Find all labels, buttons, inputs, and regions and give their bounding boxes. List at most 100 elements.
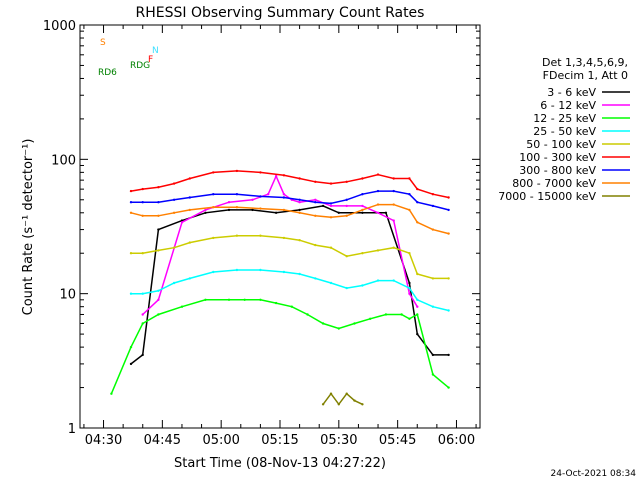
data-point bbox=[204, 211, 207, 214]
data-point bbox=[361, 177, 364, 180]
data-point bbox=[157, 313, 160, 316]
data-point bbox=[400, 313, 403, 316]
data-point bbox=[314, 180, 317, 183]
data-point bbox=[141, 313, 144, 316]
data-point bbox=[235, 193, 239, 196]
data-point bbox=[408, 193, 411, 196]
data-point bbox=[329, 216, 333, 219]
data-point bbox=[416, 313, 419, 316]
data-point bbox=[392, 279, 395, 282]
data-point bbox=[298, 208, 301, 212]
data-point bbox=[172, 182, 176, 185]
data-point bbox=[188, 277, 191, 280]
data-point bbox=[188, 208, 191, 212]
x-tick-label: 05:30 bbox=[320, 433, 357, 448]
data-point bbox=[384, 313, 388, 316]
data-point bbox=[345, 214, 348, 217]
data-point bbox=[416, 305, 419, 308]
data-point bbox=[157, 298, 160, 301]
data-point bbox=[274, 211, 278, 214]
data-point bbox=[212, 193, 215, 196]
flag-label: RD6 bbox=[98, 68, 117, 78]
y-tick-label: 1000 bbox=[43, 19, 76, 34]
data-point bbox=[353, 399, 356, 402]
data-point bbox=[337, 403, 340, 406]
data-point bbox=[298, 239, 301, 242]
data-point bbox=[408, 252, 411, 255]
plot-frame bbox=[79, 24, 481, 429]
data-point bbox=[392, 189, 395, 193]
data-point bbox=[361, 208, 364, 212]
data-point bbox=[235, 206, 239, 209]
data-point bbox=[408, 281, 411, 285]
legend-header: FDecim 1, Att 0 bbox=[543, 69, 628, 82]
legend-label: 800 - 7000 keV bbox=[512, 177, 596, 190]
data-point bbox=[157, 201, 160, 204]
data-point bbox=[188, 196, 191, 199]
data-point bbox=[282, 208, 286, 212]
data-point bbox=[157, 249, 160, 252]
data-point bbox=[141, 187, 144, 191]
data-point bbox=[251, 198, 254, 201]
flag-label: F bbox=[148, 55, 153, 65]
data-point bbox=[447, 232, 450, 235]
series-line bbox=[130, 203, 449, 235]
chart-title: RHESSI Observing Summary Count Rates bbox=[136, 5, 425, 21]
data-point bbox=[306, 313, 309, 316]
data-point bbox=[361, 204, 364, 208]
data-point bbox=[243, 298, 246, 301]
data-point bbox=[298, 201, 301, 204]
data-point bbox=[329, 246, 333, 249]
data-point bbox=[282, 236, 286, 240]
data-point bbox=[259, 298, 262, 301]
series-line bbox=[131, 190, 449, 211]
data-point bbox=[259, 207, 262, 210]
legend-label: 25 - 50 keV bbox=[533, 125, 596, 138]
y-tick-label: 100 bbox=[51, 153, 76, 168]
legend-header: Det 1,3,4,5,6,9, bbox=[542, 56, 628, 69]
data-point bbox=[259, 268, 262, 272]
x-tick-label: 04:45 bbox=[144, 433, 181, 448]
data-point bbox=[235, 268, 239, 272]
data-point bbox=[110, 392, 113, 395]
data-point bbox=[447, 196, 450, 199]
flag-label: N bbox=[152, 46, 159, 56]
data-point bbox=[204, 298, 207, 301]
data-point bbox=[141, 252, 144, 255]
footer-date: 24-Oct-2021 08:34 bbox=[551, 469, 637, 479]
data-point bbox=[408, 292, 411, 295]
data-point bbox=[141, 292, 144, 295]
data-point bbox=[431, 353, 435, 357]
data-point bbox=[212, 206, 215, 209]
data-point bbox=[329, 281, 333, 285]
y-axis-title: Count Rate (s⁻¹ detector⁻¹) bbox=[21, 139, 36, 316]
flag-label: RDG bbox=[130, 61, 150, 71]
data-point bbox=[416, 332, 419, 336]
data-point bbox=[141, 353, 144, 357]
data-point bbox=[431, 305, 435, 308]
data-point bbox=[337, 327, 340, 330]
data-point bbox=[392, 177, 395, 180]
legend-label: 300 - 800 keV bbox=[519, 164, 596, 177]
data-point bbox=[408, 286, 411, 290]
data-point bbox=[416, 272, 419, 276]
legend-label: 3 - 6 keV bbox=[547, 86, 596, 99]
data-point bbox=[329, 202, 333, 205]
data-point bbox=[345, 392, 348, 395]
data-point bbox=[321, 204, 325, 208]
data-point bbox=[212, 270, 215, 274]
data-point bbox=[431, 193, 435, 196]
data-point bbox=[267, 193, 270, 196]
y-tick-label: 10 bbox=[59, 288, 76, 303]
data-point bbox=[141, 322, 144, 325]
data-point bbox=[157, 186, 160, 189]
series-line bbox=[131, 234, 449, 280]
data-point bbox=[416, 187, 419, 191]
data-point bbox=[298, 272, 301, 276]
data-point bbox=[212, 236, 215, 240]
x-tick-label: 04:30 bbox=[85, 433, 122, 448]
data-point bbox=[298, 211, 301, 214]
legend-label: 6 - 12 keV bbox=[540, 99, 596, 112]
data-point bbox=[376, 211, 380, 214]
